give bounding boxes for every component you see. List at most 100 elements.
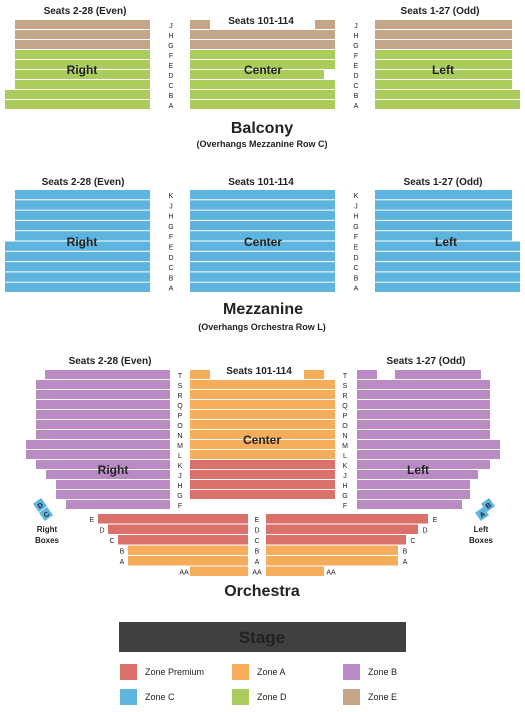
balcony-left-row-G[interactable] bbox=[375, 40, 512, 49]
mezzanine-right-row-G[interactable] bbox=[15, 220, 150, 231]
mezzanine-center-row-K[interactable] bbox=[190, 190, 335, 200]
orchestra-center-row-M[interactable] bbox=[190, 440, 335, 449]
left-box-b-shape[interactable] bbox=[481, 498, 495, 512]
left-box-a[interactable]: A bbox=[475, 507, 489, 521]
mezzanine-center-row-D[interactable] bbox=[190, 251, 335, 262]
balcony-left-row-J[interactable] bbox=[375, 20, 512, 29]
mezzanine-center-row-F[interactable] bbox=[190, 231, 335, 241]
mezzanine-left-row-A[interactable] bbox=[375, 282, 520, 292]
mezzanine-center-row-J[interactable] bbox=[190, 200, 335, 210]
legend-swatch-zone-d[interactable] bbox=[232, 689, 249, 705]
orchestra-center-row-H[interactable] bbox=[190, 480, 335, 489]
mezzanine-right-row-D[interactable] bbox=[5, 251, 150, 262]
left-box-b[interactable]: B bbox=[481, 498, 495, 512]
balcony-right-row-C[interactable] bbox=[15, 80, 150, 89]
mezzanine-left-row-B[interactable] bbox=[375, 272, 520, 282]
orchestra-right-row-K[interactable] bbox=[36, 460, 170, 469]
orchestra-center-row-T-a[interactable] bbox=[190, 370, 210, 379]
orchestra-left-row-T-a[interactable] bbox=[357, 370, 377, 379]
mezzanine-center-row-E[interactable] bbox=[190, 241, 335, 251]
orchestra-left-row-M[interactable] bbox=[357, 440, 500, 449]
orchestra-center-row-O[interactable] bbox=[190, 420, 335, 429]
orchestra-right-row-F[interactable] bbox=[66, 500, 170, 509]
mezzanine-right-row-H[interactable] bbox=[15, 210, 150, 220]
balcony-right-row-B[interactable] bbox=[5, 90, 150, 99]
balcony-center-row-J-b[interactable] bbox=[315, 20, 335, 29]
orchestra-center-row-L[interactable] bbox=[190, 450, 335, 459]
orchestra-left-row-F[interactable] bbox=[357, 500, 462, 509]
orchestra-left-row-L[interactable] bbox=[357, 450, 500, 459]
mezzanine-left-row-D[interactable] bbox=[375, 251, 520, 262]
orchestra-left-row-G[interactable] bbox=[357, 490, 470, 499]
mezzanine-right-row-C[interactable] bbox=[5, 262, 150, 272]
balcony-left-row-F[interactable] bbox=[375, 50, 512, 59]
mezzanine-left-row-J[interactable] bbox=[375, 200, 512, 210]
orchestra-right-row-E[interactable] bbox=[98, 514, 248, 524]
orchestra-left-row-Q[interactable] bbox=[357, 400, 490, 409]
orchestra-center-row-Q[interactable] bbox=[190, 400, 335, 409]
right-box-c-shape[interactable] bbox=[39, 507, 53, 521]
mezzanine-left-row-C[interactable] bbox=[375, 262, 520, 272]
mezzanine-left-row-K[interactable] bbox=[375, 190, 512, 200]
balcony-right-row-F[interactable] bbox=[15, 50, 150, 59]
orchestra-right-row-L[interactable] bbox=[26, 450, 170, 459]
orchestra-center-row-S[interactable] bbox=[190, 380, 335, 389]
balcony-right-row-E[interactable] bbox=[15, 60, 150, 69]
orchestra-left-row-N[interactable] bbox=[357, 430, 490, 439]
balcony-center-row-C[interactable] bbox=[190, 80, 335, 89]
orchestra-right-row-A[interactable] bbox=[128, 556, 248, 566]
orchestra-right-row-C[interactable] bbox=[118, 535, 248, 545]
orchestra-right-row-H[interactable] bbox=[56, 480, 170, 489]
orchestra-left-row-E[interactable] bbox=[266, 514, 428, 524]
orchestra-left-row-T-b[interactable] bbox=[395, 370, 481, 379]
balcony-center-row-B[interactable] bbox=[190, 90, 335, 99]
mezzanine-left-row-H[interactable] bbox=[375, 210, 512, 220]
orchestra-right-row-S[interactable] bbox=[36, 380, 170, 389]
orchestra-left-row-J[interactable] bbox=[357, 470, 478, 479]
orchestra-right-row-G[interactable] bbox=[56, 490, 170, 499]
balcony-center-row-J-a[interactable] bbox=[190, 20, 210, 29]
mezzanine-right-row-A[interactable] bbox=[5, 282, 150, 292]
balcony-center-row-E[interactable] bbox=[190, 60, 335, 69]
orchestra-right-row-T[interactable] bbox=[45, 370, 170, 379]
mezzanine-center-row-B[interactable] bbox=[190, 272, 335, 282]
orchestra-left-row-C[interactable] bbox=[266, 535, 406, 545]
stage[interactable] bbox=[119, 622, 406, 652]
balcony-left-row-B[interactable] bbox=[375, 90, 520, 99]
mezzanine-center-row-A[interactable] bbox=[190, 282, 335, 292]
balcony-right-row-G[interactable] bbox=[15, 40, 150, 49]
balcony-left-row-H[interactable] bbox=[375, 30, 512, 39]
orchestra-right-row-N[interactable] bbox=[36, 430, 170, 439]
balcony-right-row-H[interactable] bbox=[15, 30, 150, 39]
mezzanine-left-row-G[interactable] bbox=[375, 220, 512, 231]
mezzanine-center-row-H[interactable] bbox=[190, 210, 335, 220]
left-box-a-shape[interactable] bbox=[475, 507, 489, 521]
legend-swatch-zone-b[interactable] bbox=[343, 664, 360, 680]
balcony-center-row-H[interactable] bbox=[190, 30, 335, 39]
mezzanine-left-row-E[interactable] bbox=[375, 241, 520, 251]
legend-swatch-zone-c[interactable] bbox=[120, 689, 137, 705]
orchestra-left-row-H[interactable] bbox=[357, 480, 470, 489]
balcony-left-row-C[interactable] bbox=[375, 80, 512, 89]
mezzanine-right-row-E[interactable] bbox=[5, 241, 150, 251]
orchestra-right-row-M[interactable] bbox=[26, 440, 170, 449]
balcony-right-row-J[interactable] bbox=[15, 20, 150, 29]
balcony-center-row-G[interactable] bbox=[190, 40, 335, 49]
mezzanine-right-row-K[interactable] bbox=[15, 190, 150, 200]
balcony-right-row-A[interactable] bbox=[5, 100, 150, 109]
orchestra-left-row-S[interactable] bbox=[357, 380, 490, 389]
orchestra-center-row-R[interactable] bbox=[190, 390, 335, 399]
orchestra-right-row-D[interactable] bbox=[108, 524, 248, 535]
legend-swatch-zone-premium[interactable] bbox=[120, 664, 137, 680]
mezzanine-center-row-C[interactable] bbox=[190, 262, 335, 272]
balcony-left-row-D[interactable] bbox=[375, 70, 512, 79]
legend-swatch-zone-e[interactable] bbox=[343, 689, 360, 705]
orchestra-left-row-AA[interactable] bbox=[266, 566, 324, 577]
orchestra-right-row-R[interactable] bbox=[36, 390, 170, 399]
orchestra-left-row-K[interactable] bbox=[357, 460, 490, 469]
orchestra-center-row-T-b[interactable] bbox=[304, 370, 324, 379]
orchestra-left-row-B[interactable] bbox=[266, 545, 398, 556]
orchestra-left-row-R[interactable] bbox=[357, 390, 490, 399]
balcony-center-row-A[interactable] bbox=[190, 100, 335, 109]
orchestra-center-row-N[interactable] bbox=[190, 430, 335, 439]
